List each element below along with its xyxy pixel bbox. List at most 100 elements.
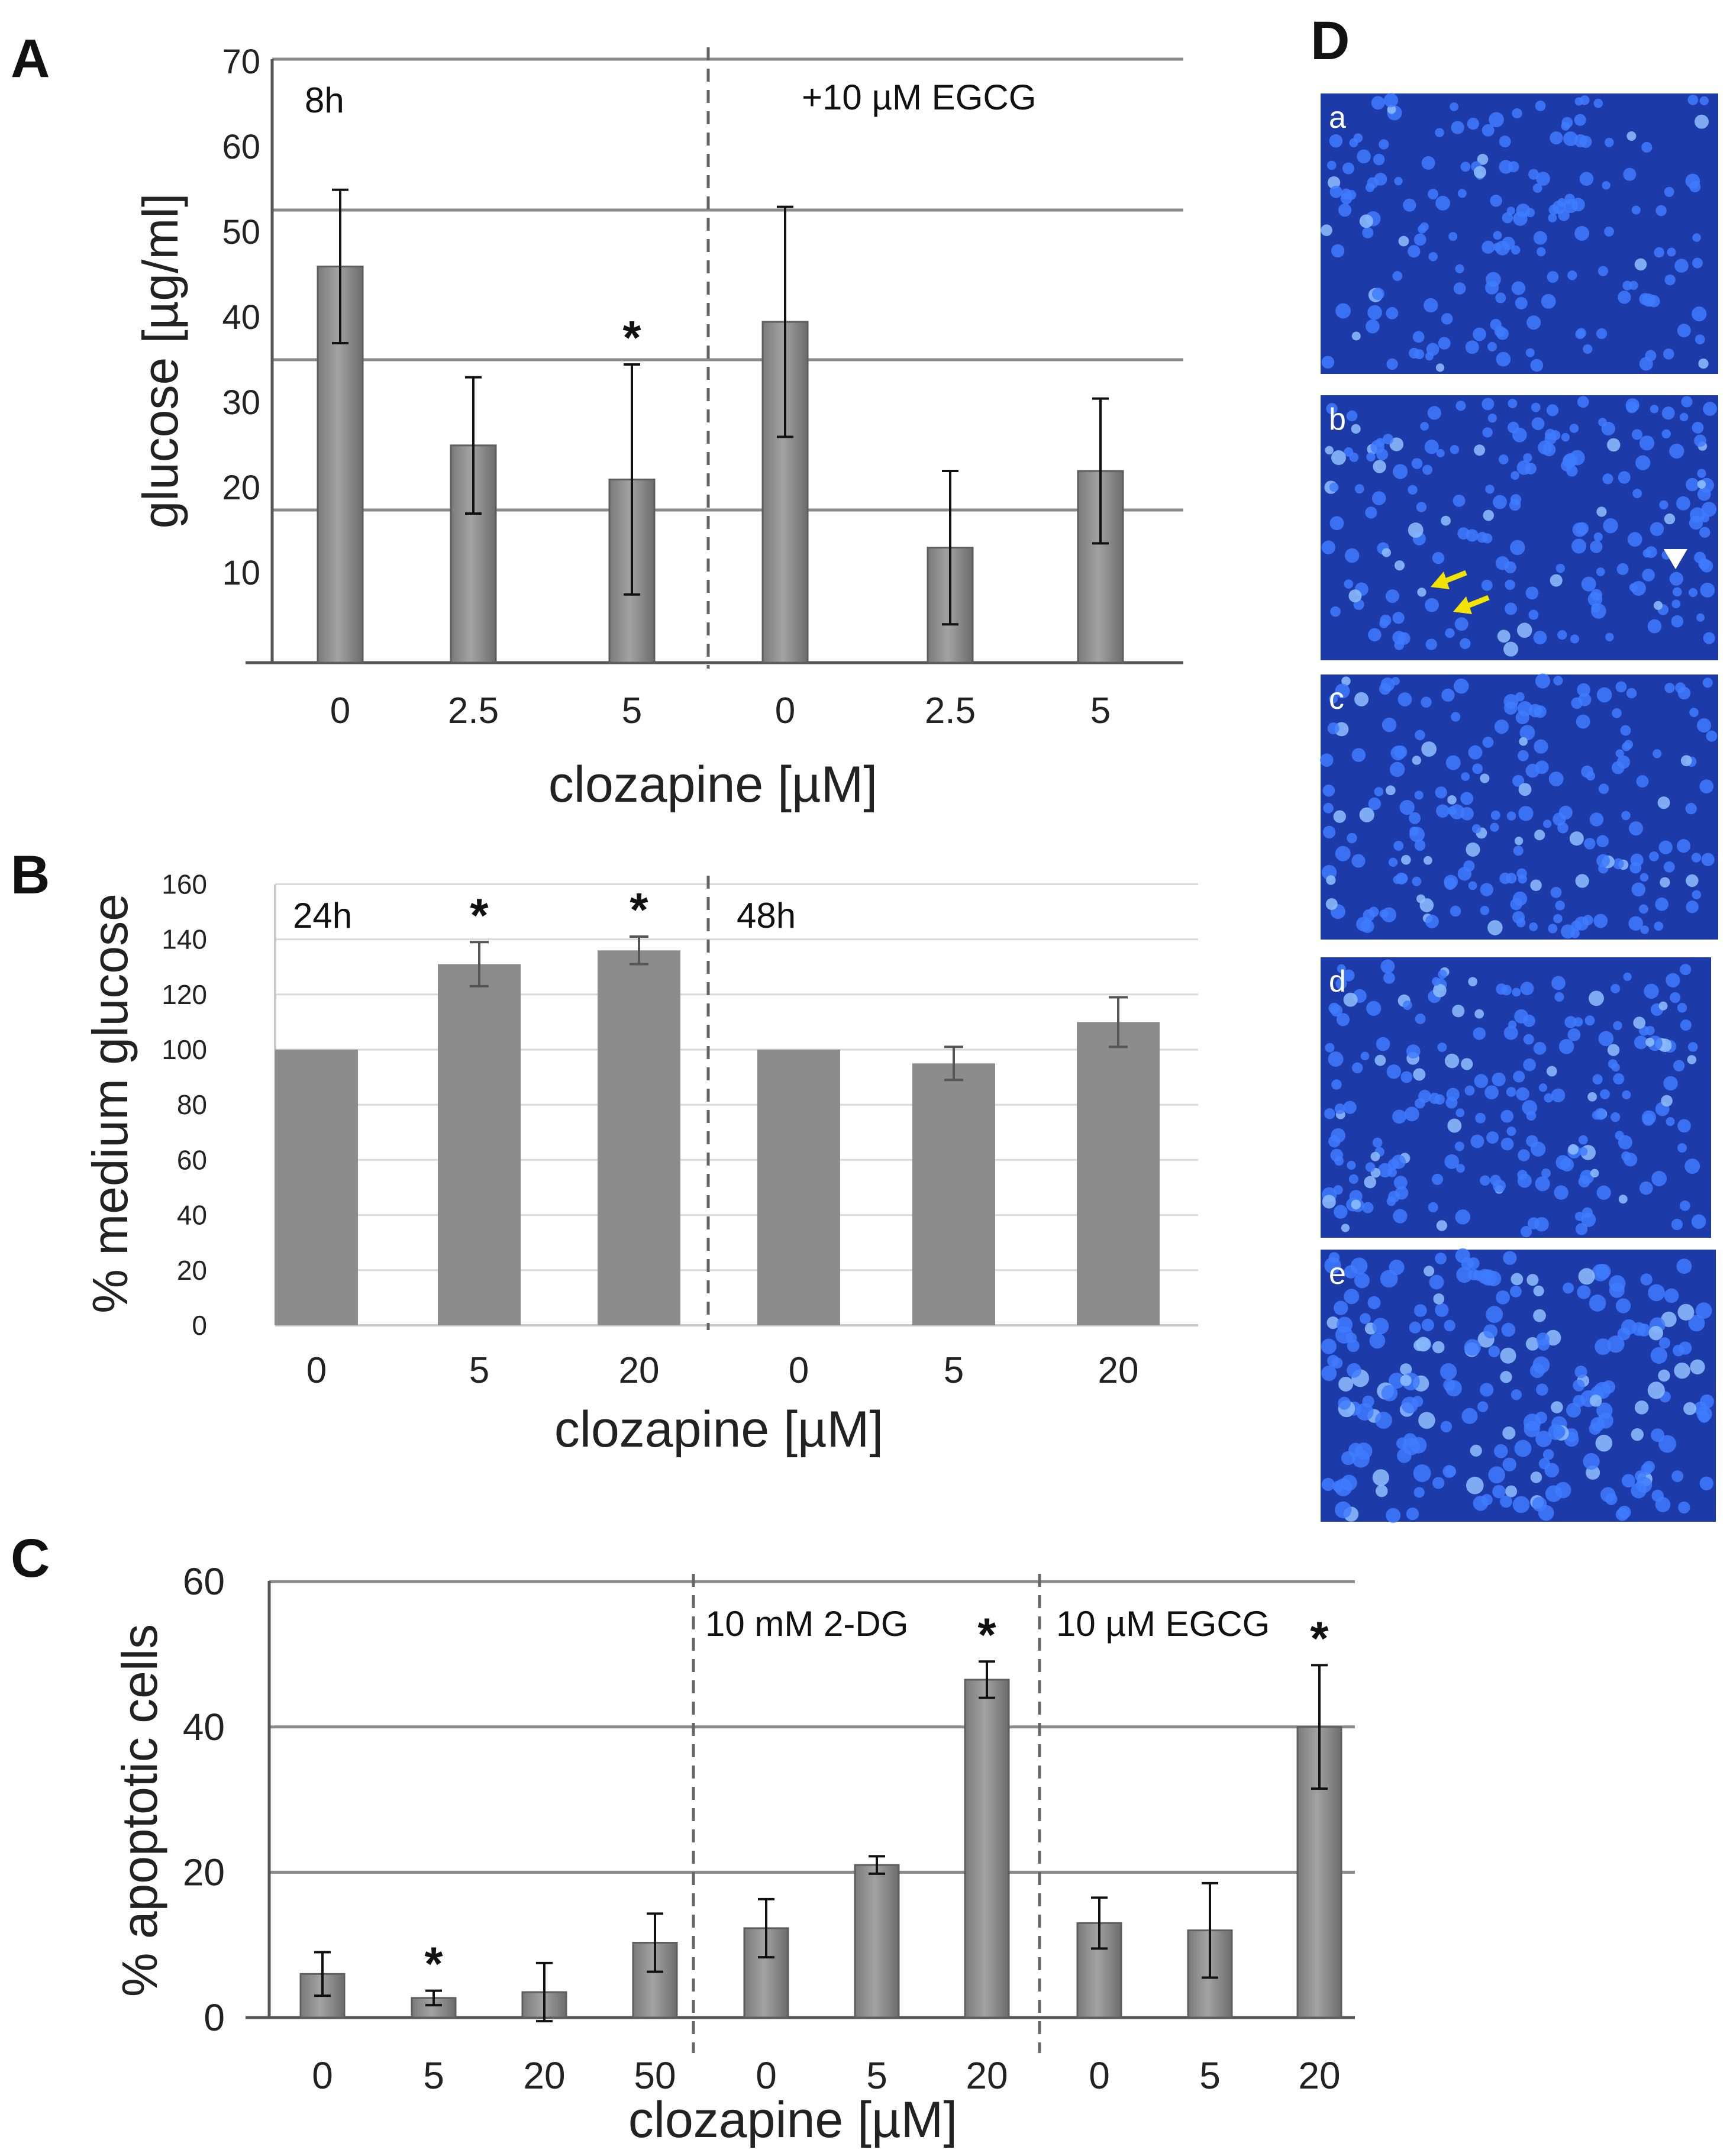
xtick-b-g1-2: 20 (1098, 1350, 1139, 1391)
micrograph-label-c: c (1329, 682, 1344, 716)
bar-b-g1-5 (912, 1063, 995, 1325)
bar-b-g1-0 (757, 1050, 840, 1325)
b-ytick-100: 100 (162, 1034, 207, 1065)
panel-b-group-label-24h: 24h (293, 896, 352, 935)
panel-a-group-label-8h: 8h (305, 80, 344, 120)
error-bar-a-g0-5 (624, 363, 640, 596)
xtick-c-g0-1: 5 (423, 2054, 444, 2097)
xtick-c-g2-1: 5 (1199, 2054, 1221, 2097)
panel-c-error-bars (314, 1660, 1328, 2023)
panel-b-bars (275, 950, 1160, 1325)
panel-b-group-label-48h: 48h (737, 896, 796, 935)
significance-star-a-g0-2: * (622, 311, 641, 364)
panel-c-y-tick-labels: 60 40 20 0 (183, 1560, 225, 2039)
significance-star-c-g2-2: * (1310, 1612, 1329, 1664)
bar-b-g0-20 (598, 950, 680, 1325)
panel-c-group-label-2dg: 10 mM 2-DG (705, 1604, 908, 1644)
panel-d: D a b c d e (1311, 11, 1718, 1523)
panel-a-significance: * (622, 311, 641, 364)
micrograph-d-background (1321, 957, 1711, 1238)
error-bar-b-g0-20 (630, 935, 648, 966)
bar-b-g0-0 (275, 1050, 358, 1325)
bar-b-g1-20 (1077, 1022, 1160, 1325)
error-bar-a-g0-2.5 (465, 376, 482, 515)
panel-b-x-axis-label: clozapine [µM] (554, 1401, 883, 1458)
micrograph-e-nuclei (1321, 1248, 1714, 1523)
micrograph-a-background (1321, 93, 1718, 374)
yellow-arrow-icon (1453, 595, 1490, 614)
error-bar-c-g1-5 (869, 1855, 885, 1875)
significance-star-b-g0-1: * (470, 889, 489, 941)
error-bar-c-g0-0 (314, 1951, 331, 1997)
significance-star-c-g0-1: * (424, 1938, 443, 1990)
error-bar-c-g2-5 (1202, 1881, 1218, 1979)
panel-b-error-bars (470, 935, 1128, 1082)
panel-b: B 160 140 120 100 80 60 40 20 0 % medium glucose… (11, 845, 1198, 1458)
a-ytick-30: 30 (222, 383, 260, 422)
panel-b-gridlines (275, 883, 1198, 1271)
b-ytick-60: 60 (177, 1144, 207, 1175)
b-ytick-120: 120 (162, 979, 207, 1010)
panel-c-x-tick-labels: 0 5 20 50 0 5 20 0 5 20 (312, 2054, 1340, 2097)
xtick-a-g1-0: 0 (775, 690, 795, 731)
yellow-arrow-icon (1431, 570, 1467, 589)
xtick-a-g0-1: 2.5 (448, 690, 499, 731)
significance-star-b-g0-2: * (630, 883, 648, 936)
b-ytick-160: 160 (162, 869, 207, 899)
error-bar-c-g1-20 (979, 1660, 995, 1699)
c-ytick-40: 40 (183, 1706, 225, 1748)
panel-c-group-label-egcg: 10 µM EGCG (1056, 1604, 1270, 1644)
panel-a-y-axis-label: glucose [µg/ml] (133, 193, 188, 529)
micrograph-c: c (1320, 673, 1718, 940)
a-ytick-20: 20 (222, 469, 260, 507)
error-bar-c-g0-5 (425, 1989, 442, 2007)
micrograph-b-annotations (1431, 549, 1687, 614)
xtick-c-g0-0: 0 (312, 2054, 333, 2097)
error-bar-a-g0-0 (332, 188, 348, 344)
micrograph-label-e: e (1329, 1257, 1346, 1291)
xtick-b-g0-1: 5 (469, 1350, 489, 1391)
a-ytick-40: 40 (222, 298, 260, 337)
micrograph-e: e (1321, 1248, 1716, 1523)
significance-star-c-g1-2: * (977, 1608, 996, 1661)
panel-c: C 60 40 20 0 % apoptotic cells clozapine [µ… (11, 1528, 1355, 2148)
a-ytick-60: 60 (222, 128, 260, 166)
c-ytick-20: 20 (183, 1851, 225, 1893)
error-bar-c-g2-20 (1311, 1664, 1328, 1790)
panel-c-bars (299, 1679, 1342, 2019)
error-bar-c-g1-0 (758, 1897, 774, 1959)
c-ytick-60: 60 (183, 1560, 225, 1603)
white-arrowhead-icon (1664, 549, 1687, 569)
a-ytick-10: 10 (222, 554, 260, 592)
panel-b-y-axis-label: % medium glucose (82, 893, 138, 1313)
micrograph-b-nuclei (1321, 396, 1717, 657)
xtick-c-g2-2: 20 (1298, 2054, 1340, 2097)
error-bar-a-g1-2.5 (942, 470, 958, 626)
error-bar-c-g0-50 (647, 1912, 663, 1973)
panel-b-y-tick-labels: 160 140 120 100 80 60 40 20 0 (162, 869, 207, 1341)
error-bar-b-g1-20 (1109, 996, 1128, 1048)
micrograph-label-d: d (1329, 964, 1346, 999)
micrograph-c-nuclei (1320, 673, 1718, 939)
panel-a-error-bars (332, 188, 1109, 626)
xtick-b-g1-1: 5 (944, 1350, 964, 1391)
error-bar-a-g1-0 (777, 205, 793, 438)
bar-c-g1-20 (964, 1679, 1010, 2019)
b-ytick-80: 80 (177, 1089, 207, 1120)
c-ytick-0: 0 (204, 1996, 225, 2039)
micrograph-b: b (1321, 395, 1718, 660)
error-bar-b-g1-5 (944, 1045, 963, 1082)
panel-b-significance: * * (470, 883, 648, 941)
a-ytick-50: 50 (222, 213, 260, 251)
panel-c-gridlines (269, 1580, 1355, 1874)
xtick-c-g1-2: 20 (966, 2054, 1008, 2097)
panel-a-x-tick-labels: 0 2.5 5 0 2.5 5 (330, 690, 1111, 731)
micrograph-label-b: b (1329, 402, 1346, 437)
error-bar-a-g1-5 (1092, 397, 1109, 545)
panel-a-x-axis-label: clozapine [µM] (548, 756, 877, 813)
xtick-c-g2-0: 0 (1089, 2054, 1110, 2097)
bar-b-g0-5 (438, 964, 521, 1325)
xtick-b-g0-2: 20 (619, 1350, 660, 1391)
xtick-c-g1-0: 0 (756, 2054, 777, 2097)
